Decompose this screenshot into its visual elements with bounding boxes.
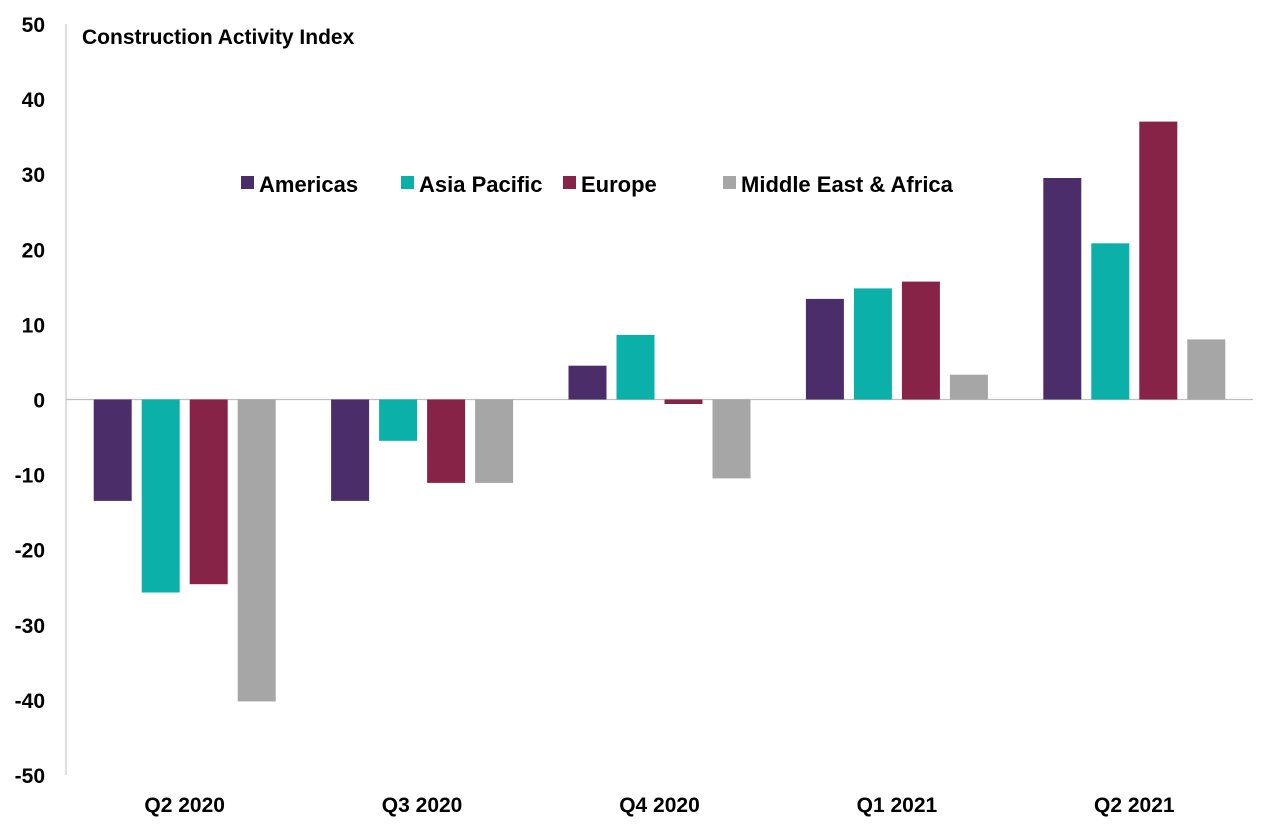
y-tick-label: -50 <box>15 765 45 788</box>
bar-middle-east-africa-0 <box>237 399 276 702</box>
legend-label: Americas <box>259 172 358 197</box>
y-tick-label: -40 <box>15 690 45 713</box>
bar-americas-2 <box>568 365 607 400</box>
bar-middle-east-africa-1 <box>475 399 514 483</box>
bar-americas-3 <box>805 298 844 400</box>
bar-americas-0 <box>93 399 132 501</box>
y-tick-label: -10 <box>15 465 45 488</box>
chart-title: Construction Activity Index <box>82 26 355 49</box>
bar-asia-pacific-3 <box>853 288 892 400</box>
x-category-label: Q1 2021 <box>857 794 938 817</box>
legend-swatch <box>563 176 576 189</box>
bar-americas-1 <box>331 399 370 501</box>
bar-europe-3 <box>901 281 940 400</box>
bar-europe-1 <box>427 399 466 483</box>
bar-middle-east-africa-4 <box>1187 339 1226 400</box>
bar-europe-2 <box>664 399 703 404</box>
bar-americas-4 <box>1043 178 1082 400</box>
x-axis: Q2 2020 Q3 2020 Q4 2020 Q1 2021 Q2 2021 <box>144 794 1174 817</box>
y-tick-label: -30 <box>15 615 45 638</box>
bar-asia-pacific-2 <box>616 334 655 400</box>
y-tick-label: 30 <box>22 164 45 187</box>
legend-swatch <box>241 176 254 189</box>
bar-middle-east-africa-2 <box>712 399 751 479</box>
bars <box>93 121 1226 702</box>
y-tick-label: 20 <box>22 239 45 262</box>
x-category-label: Q4 2020 <box>619 794 700 817</box>
y-tick-label: 50 <box>22 14 45 37</box>
bar-europe-4 <box>1139 121 1178 400</box>
legend-label: Europe <box>581 172 657 197</box>
legend-swatch <box>401 176 414 189</box>
bar-asia-pacific-1 <box>379 399 418 441</box>
y-tick-label: -20 <box>15 540 45 563</box>
x-category-label: Q3 2020 <box>382 794 463 817</box>
legend-label: Asia Pacific <box>419 172 543 197</box>
y-tick-label: 40 <box>22 89 45 112</box>
x-category-label: Q2 2020 <box>144 794 225 817</box>
legend-swatch <box>723 176 736 189</box>
bar-asia-pacific-0 <box>141 399 180 593</box>
y-tick-label: 0 <box>33 390 45 413</box>
legend-label: Middle East & Africa <box>741 172 954 197</box>
x-category-label: Q2 2021 <box>1094 794 1175 817</box>
bar-middle-east-africa-3 <box>949 374 988 400</box>
bar-asia-pacific-4 <box>1091 243 1130 400</box>
bar-europe-0 <box>189 399 228 585</box>
y-tick-label: 10 <box>22 314 45 337</box>
legend: Americas Asia Pacific Europe Middle East & … <box>241 172 954 197</box>
